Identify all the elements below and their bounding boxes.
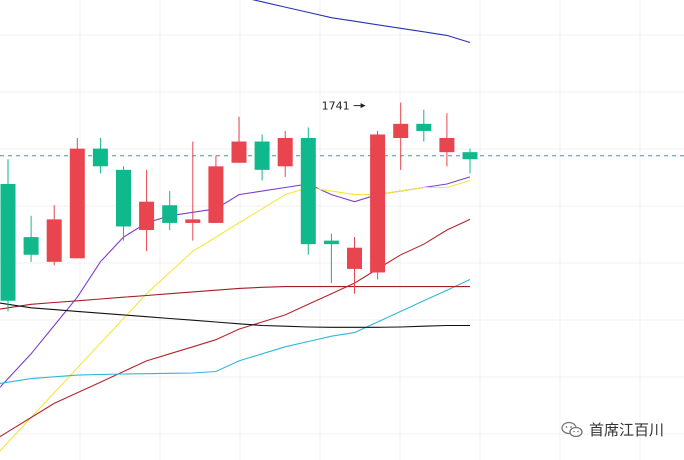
candle-body [69, 148, 85, 259]
moving-average-line [0, 279, 471, 384]
candle-body [393, 123, 409, 138]
candle-body [254, 141, 270, 170]
moving-average-line [0, 218, 471, 438]
candle-body [231, 141, 247, 163]
candle-body [416, 123, 432, 131]
candle-body [139, 201, 155, 230]
candle-body [92, 148, 108, 167]
moving-average-line [0, 286, 470, 310]
candle-body [162, 205, 178, 223]
candle-body [370, 134, 386, 273]
annotation-arrowhead [360, 103, 366, 109]
annotation-label: 1741 [322, 100, 350, 113]
candle-body [277, 138, 293, 167]
watermark: 首席江百川 [561, 419, 664, 440]
candle-body [185, 219, 201, 223]
candle-body [46, 219, 62, 262]
candle-body [347, 247, 362, 269]
moving-average-line [0, 179, 471, 452]
candle-body [23, 237, 39, 255]
candle-body [439, 138, 455, 153]
candle-body [116, 169, 131, 227]
candle-body [0, 184, 16, 301]
moving-average-line [0, 302, 470, 328]
candle-body [300, 138, 316, 245]
wechat-icon [561, 421, 583, 437]
candle-body [462, 152, 478, 160]
watermark-text: 首席江百川 [588, 421, 664, 439]
moving-average-line [251, 0, 471, 44]
candle-body [208, 166, 224, 223]
candle-body [323, 240, 339, 245]
